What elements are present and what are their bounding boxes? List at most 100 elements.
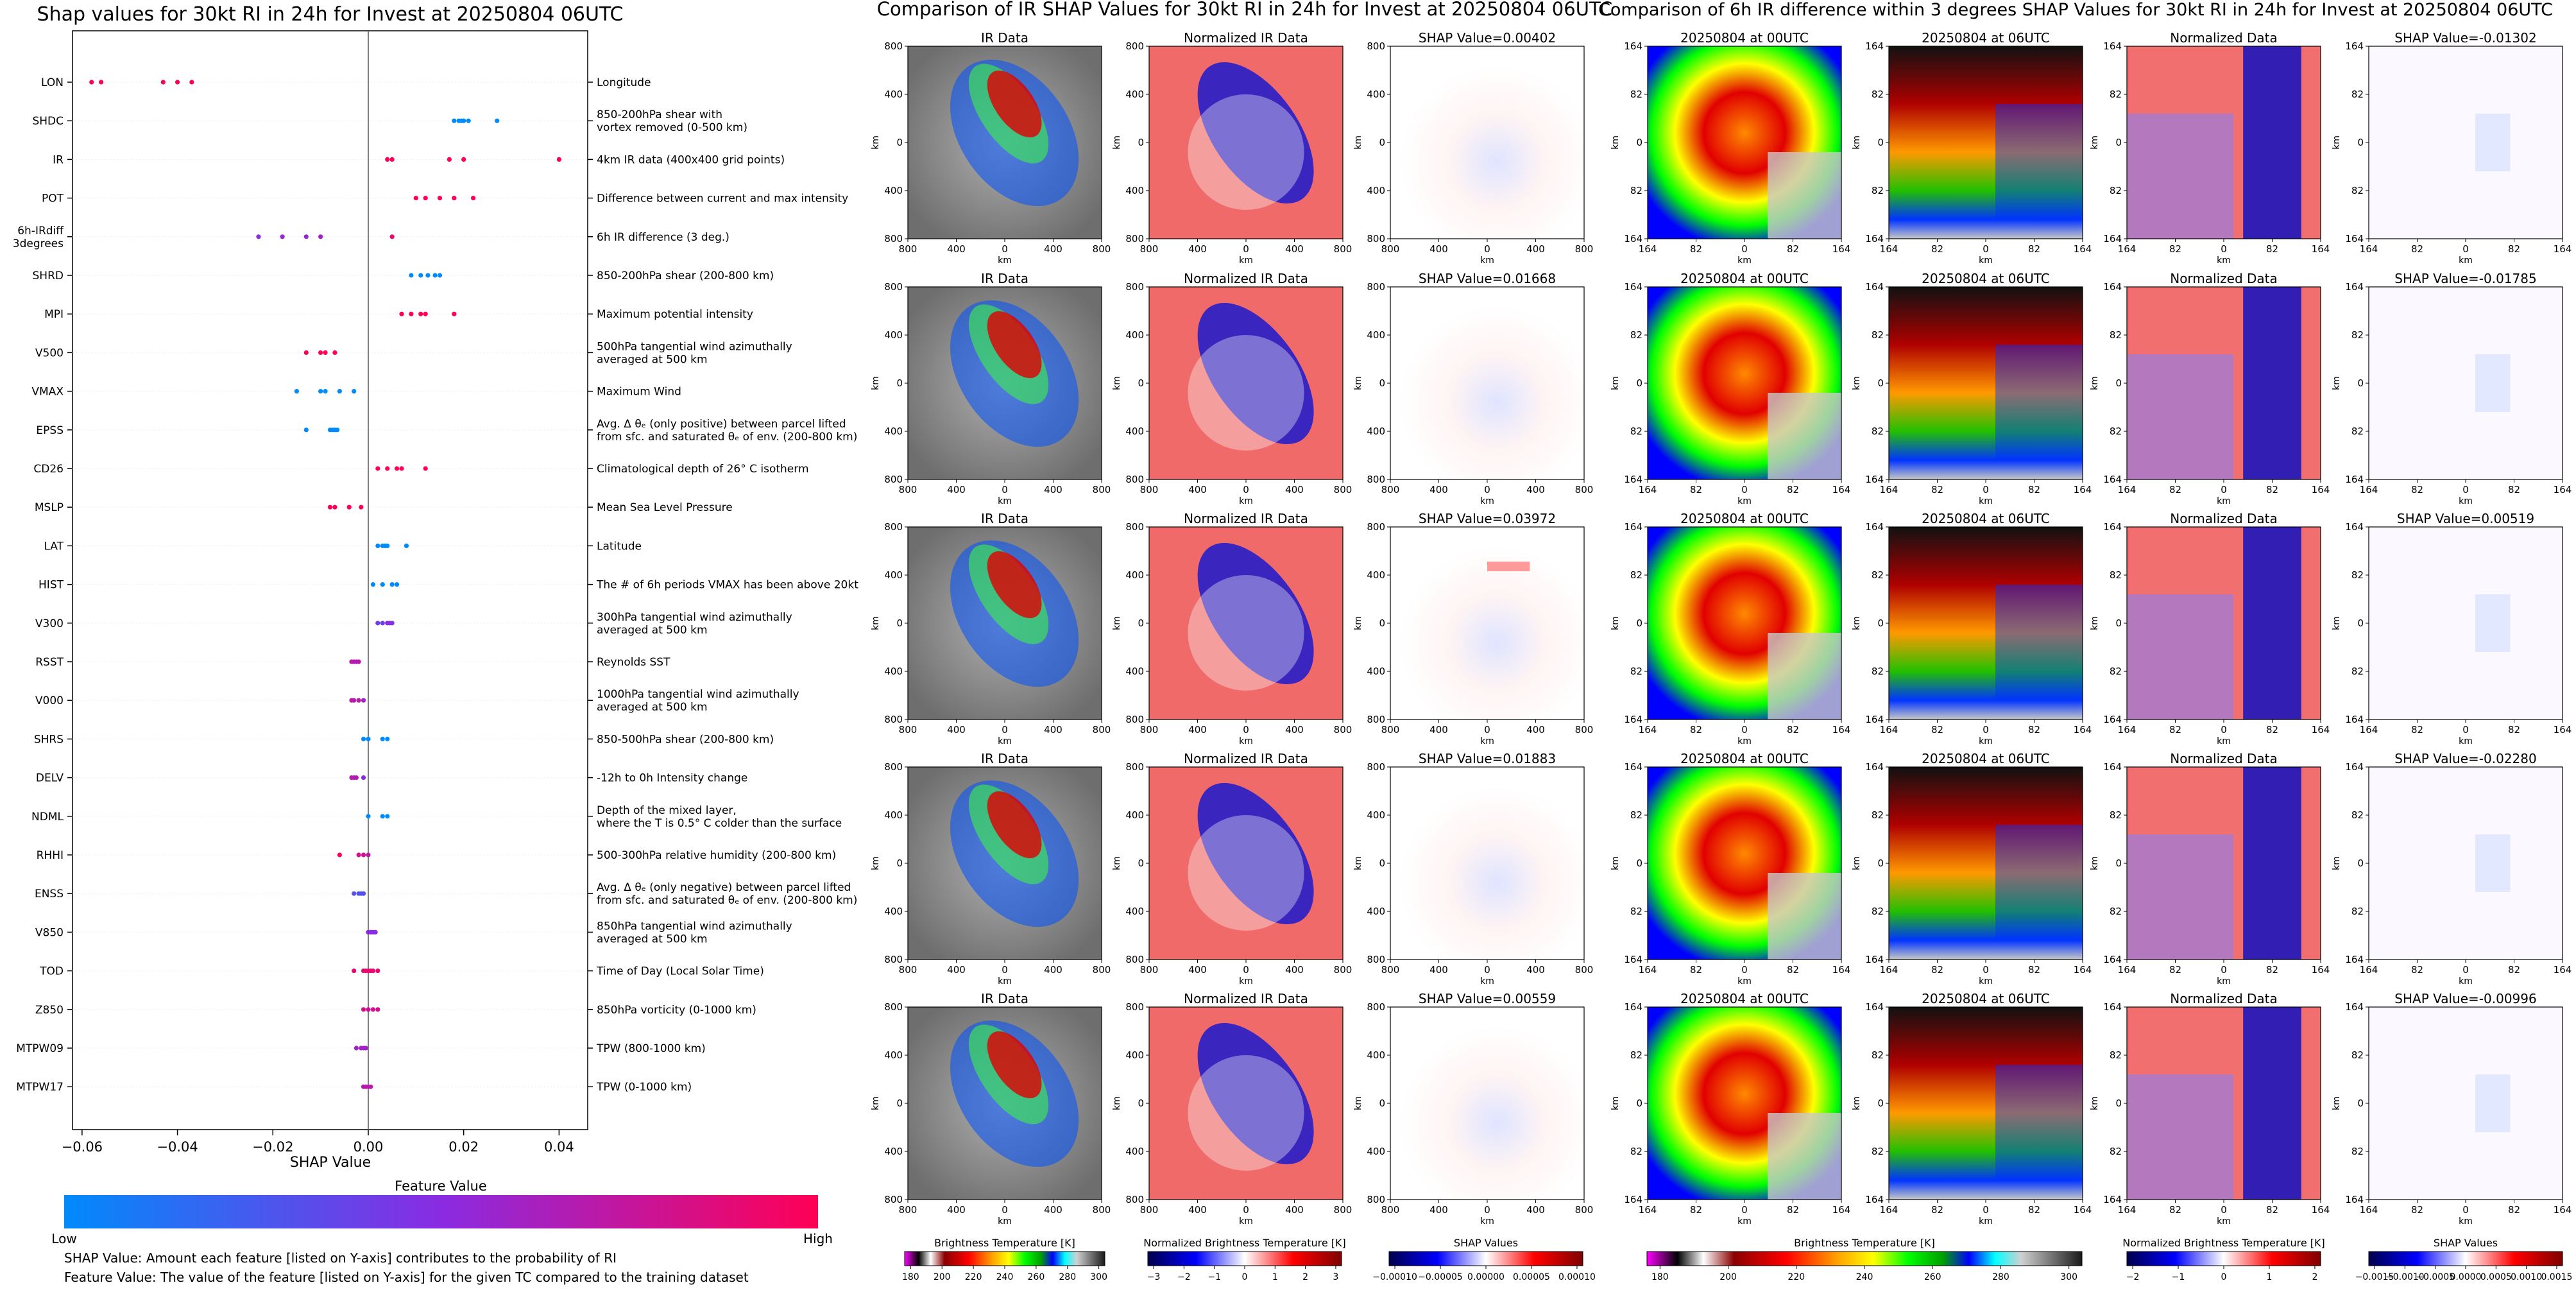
ir-colorbar-1-tick-label: −2 [1177,1272,1191,1282]
panel-x-tick-label: 164 [2312,964,2330,976]
shap-point [361,775,366,780]
shap-point [359,504,364,510]
sst2-blue [1995,585,2083,700]
note-shap-value: SHAP Value: Amount each feature [listed … [64,1250,617,1266]
feature-desc-9-line: from sfc. and saturated θₑ of env. (200-… [597,431,857,444]
ir-colorbar-1-tick-label: −1 [1207,1272,1221,1282]
panel-y-tick-label: 0 [1877,1098,1884,1109]
feature-desc-25: TPW (800-1000 km) [596,1042,706,1055]
panel-y-label: km [1610,856,1621,870]
cloud-core [987,70,1042,138]
panel-x-tick-label: 400 [1285,1204,1304,1216]
feature-desc-19-line: where the T is 0.5° C colder than the su… [597,817,842,830]
panel-y-label: km [1353,135,1363,150]
panel-x-tick-label: 164 [1639,964,1657,976]
panel-y-tick-label: 400 [1367,569,1385,581]
panel-x-tick-label: 164 [1880,724,1898,736]
panel-y-tick-label: 164 [2345,233,2364,245]
feature-desc-14: 300hPa tangential wind azimuthally averag… [597,611,792,637]
panel-x-label: km [1480,976,1494,986]
feature-name-16-line: V000 [35,694,64,707]
panel-x-label: km [1979,736,1993,746]
panel-y-label: km [1112,135,1122,150]
feature-desc-5-line: 850-200hPa shear (200-800 km) [597,270,774,282]
panel-y-tick-label: 0 [1877,857,1884,869]
shap-point [175,80,180,85]
panel-y-tick-label: 400 [1125,329,1144,341]
panel-x-tick-label: 82 [1931,964,1943,976]
panel-x-tick-label: 0 [1983,964,1989,976]
diff-panel-title: Normalized Data [2170,271,2278,286]
sst-grey [1768,633,1841,719]
feature-desc-1-line: vortex removed (0-500 km) [597,121,747,134]
feature-desc-22-line: averaged at 500 km [597,933,708,945]
panel-y-tick-label: 800 [884,954,903,965]
panel-x-label: km [998,976,1012,986]
panel-x-tick-label: 0 [2221,724,2227,736]
feature-name-7: V500 [35,347,64,359]
feature-name-4-line: 3degrees [13,237,64,250]
feature-desc-11: Mean Sea Level Pressure [597,501,733,514]
feature-name-21: ENSS [35,888,64,900]
shap-point [461,157,466,162]
panel-y-tick-label: 82 [2110,1049,2122,1061]
feature-desc-0: Longitude [597,76,651,89]
panel-x-tick-label: 0 [1484,964,1490,976]
panel-y-label: km [2332,376,2342,390]
panel-y-tick-label: 82 [2110,89,2122,100]
panel-y-tick-label: 164 [1624,521,1642,533]
shap-point [373,929,378,935]
feature-desc-7-line: 500hPa tangential wind azimuthally [597,340,792,353]
shap-point [303,350,309,356]
panel-y-label: km [1112,376,1122,390]
panel-y-tick-label: 0 [1138,617,1144,629]
panel-y-tick-label: 82 [2351,569,2364,581]
ir-panel-title: SHAP Value=0.01883 [1419,751,1556,766]
panel-x-label: km [1979,496,1993,506]
panel-y-tick-label: 0 [1636,1098,1642,1109]
panel-y-tick-label: 82 [2351,1049,2364,1061]
panel-x-tick-label: 164 [1880,964,1898,976]
ir-colorbar-2-tick-label: 0.00005 [1513,1272,1550,1282]
feature-desc-4-line: 6h IR difference (3 deg.) [597,231,729,244]
diff-panel-title: SHAP Value=0.00519 [2397,511,2534,526]
panel-y-tick-label: 82 [2110,906,2122,917]
panel-y-label: km [1610,616,1621,630]
x-tick-label: 0.04 [544,1139,574,1155]
ir-colorbar-2-tick-label: 0.00000 [1467,1272,1505,1282]
diff-panel-r2-c2: Normalized Data1641648282008282164164kmk… [2090,511,2330,746]
panel-y-label: km [2090,376,2100,390]
shap-point [89,80,94,85]
panel-y-label: km [1852,856,1862,870]
panel-y-tick-label: 800 [1125,281,1144,293]
panel-x-tick-label: 82 [2508,1204,2520,1216]
panel-x-tick-label: 800 [1381,964,1400,976]
panel-x-tick-label: 164 [2312,724,2330,736]
panel-x-tick-label: 82 [1787,484,1799,495]
feature-desc-22-line: 850hPa tangential wind azimuthally [597,920,792,933]
panel-y-label: km [1852,1096,1862,1110]
shap-point [189,80,194,85]
panel-y-tick-label: 164 [2103,1194,2122,1205]
panel-y-tick-label: 82 [1630,329,1642,341]
shap-point [368,1084,373,1089]
panel-x-tick-label: 0 [1002,964,1008,976]
ir-panel-r4-c1: Normalized IR Data8008004004000040040080… [1112,991,1352,1227]
feature-desc-25-line: TPW (800-1000 km) [596,1042,706,1055]
panel-y-tick-label: 82 [1872,906,1884,917]
diff-colorbar-2-label: SHAP Values [2434,1237,2498,1249]
panel-x-label: km [2459,255,2473,266]
shap-point [356,852,361,857]
panel-y-tick-label: 800 [1367,714,1385,725]
diff-colorbar-1-tick-label: 0 [2221,1272,2227,1282]
feature-name-1-line: SHDC [32,115,64,128]
panel-y-label: km [1852,616,1862,630]
panel-x-label: km [1979,1216,1993,1227]
shap-point [366,1007,371,1012]
diff-panel-r1-c1: 20250804 at 06UTC1641648282008282164164k… [1852,271,2092,506]
panel-x-tick-label: 800 [1093,484,1111,495]
panel-y-tick-label: 82 [1630,809,1642,821]
panel-x-tick-label: 400 [1044,484,1062,495]
panel-x-tick-label: 82 [2266,964,2278,976]
